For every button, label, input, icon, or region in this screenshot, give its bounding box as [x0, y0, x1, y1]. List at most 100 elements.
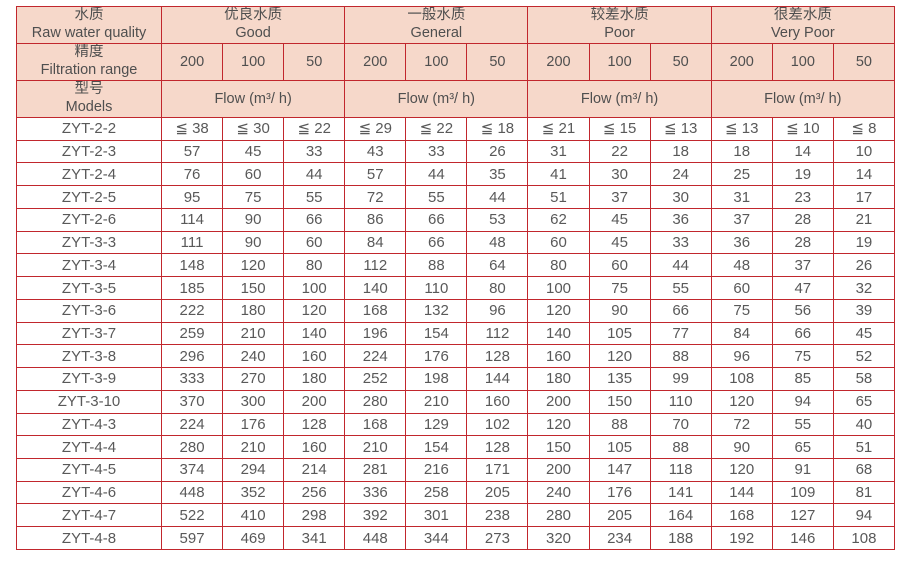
- table-row: ZYT-4-7 522 410 298 392 301 238 280 205 164 168 127…: [16, 503, 896, 528]
- flow-value-cell: 23: [771, 185, 834, 209]
- filtration-value-cell: 100: [771, 43, 834, 81]
- flow-value-cell: 216: [405, 458, 468, 482]
- flow-value-cell: 120: [283, 298, 346, 323]
- table-row: ZYT-3-6 222 180 120 168 132 96 120 90 66 75 56 39: [16, 298, 896, 323]
- flow-header-cell: Flow (m³/ h): [527, 80, 712, 118]
- flow-value-cell: 210: [344, 435, 407, 460]
- flow-value-cell: 45: [588, 207, 651, 232]
- models-zh: 型号: [74, 81, 104, 98]
- flow-value-cell: 25: [710, 162, 773, 187]
- filtration-range-en: Filtration range: [40, 62, 138, 78]
- raw-water-quality-zh: 水质: [74, 7, 104, 24]
- flow-header-cell: Flow (m³/ h): [160, 80, 346, 118]
- model-cell: ZYT-3-6: [16, 298, 162, 323]
- flow-value-cell: ≦ 22: [283, 117, 346, 141]
- flow-value-cell: 370: [160, 389, 224, 414]
- flow-value-cell: 256: [283, 480, 346, 505]
- flow-value-cell: 18: [649, 139, 712, 164]
- flow-value-cell: 410: [222, 503, 285, 528]
- flow-value-cell: 72: [710, 412, 773, 437]
- flow-value-cell: 168: [344, 298, 407, 323]
- flow-value-cell: 240: [222, 344, 285, 369]
- group-good-en: Good: [235, 25, 271, 41]
- flow-value-cell: 28: [771, 207, 834, 232]
- flow-value-cell: 105: [588, 321, 651, 346]
- flow-value-cell: 111: [160, 230, 224, 255]
- header-row-quality: 水质 Raw water quality 优良水质 Good 一般水质 Gene…: [16, 6, 896, 44]
- flow-value-cell: 19: [771, 162, 834, 187]
- flow-value-cell: 75: [710, 298, 773, 323]
- group-good-zh: 优良水质: [224, 7, 283, 24]
- flow-value-cell: 66: [405, 207, 468, 232]
- header-group-poor: 较差水质 Poor: [527, 6, 712, 44]
- flow-value-cell: 281: [344, 458, 407, 482]
- flow-value-cell: 171: [466, 458, 529, 482]
- flow-value-cell: 168: [710, 503, 773, 528]
- flow-value-cell: 94: [771, 389, 834, 414]
- flow-value-cell: 296: [160, 344, 224, 369]
- model-cell: ZYT-2-3: [16, 139, 162, 164]
- flow-value-cell: 128: [466, 344, 529, 369]
- header-filtration-range: 精度 Filtration range: [16, 43, 162, 81]
- flow-value-cell: 26: [466, 139, 529, 164]
- flow-value-cell: 210: [405, 389, 468, 414]
- flow-value-cell: 66: [771, 321, 834, 346]
- flow-value-cell: 36: [649, 207, 712, 232]
- model-cell: ZYT-4-8: [16, 526, 162, 550]
- table-row: ZYT-2-4 76 60 44 57 44 35 41 30 24 25 19 14: [16, 162, 896, 187]
- flow-value-cell: 320: [527, 526, 590, 550]
- group-very-poor-en: Very Poor: [771, 25, 835, 41]
- flow-value-cell: 90: [222, 207, 285, 232]
- flow-value-cell: 150: [527, 435, 590, 460]
- flow-value-cell: 128: [466, 435, 529, 460]
- flow-value-cell: 19: [832, 230, 896, 255]
- header-group-good: 优良水质 Good: [160, 6, 346, 44]
- flow-value-cell: 81: [832, 480, 896, 505]
- flow-value-cell: 214: [283, 458, 346, 482]
- model-cell: ZYT-4-6: [16, 480, 162, 505]
- flow-value-cell: 55: [405, 185, 468, 209]
- flow-value-cell: 127: [771, 503, 834, 528]
- flow-value-cell: 258: [405, 480, 468, 505]
- flow-value-cell: 224: [160, 412, 224, 437]
- flow-value-cell: 88: [405, 253, 468, 278]
- group-poor-en: Poor: [604, 25, 635, 41]
- flow-value-cell: 176: [405, 344, 468, 369]
- flow-value-cell: 75: [771, 344, 834, 369]
- flow-value-cell: 30: [588, 162, 651, 187]
- flow-value-cell: 55: [771, 412, 834, 437]
- table-row: ZYT-2-6 114 90 66 86 66 53 62 45 36 37 28 21: [16, 207, 896, 232]
- flow-value-cell: 301: [405, 503, 468, 528]
- filtration-value-cell: 100: [222, 43, 285, 81]
- flow-value-cell: 120: [710, 389, 773, 414]
- table-row: ZYT-4-8 597 469 341 448 344 273 320 234 188 192 146…: [16, 526, 896, 550]
- flow-value-cell: 52: [832, 344, 896, 369]
- header-raw-water-quality: 水质 Raw water quality: [16, 6, 162, 44]
- flow-value-cell: 17: [832, 185, 896, 209]
- flow-value-cell: 57: [160, 139, 224, 164]
- flow-value-cell: 118: [649, 458, 712, 482]
- flow-value-cell: 129: [405, 412, 468, 437]
- flow-value-cell: 37: [588, 185, 651, 209]
- flow-value-cell: 10: [832, 139, 896, 164]
- model-cell: ZYT-3-4: [16, 253, 162, 278]
- flow-header-cell: Flow (m³/ h): [710, 80, 896, 118]
- filtration-value-cell: 200: [527, 43, 590, 81]
- flow-value-cell: 280: [527, 503, 590, 528]
- flow-value-cell: 147: [588, 458, 651, 482]
- flow-value-cell: 205: [466, 480, 529, 505]
- flow-value-cell: 90: [222, 230, 285, 255]
- header-row-models: 型号 Models Flow (m³/ h) Flow (m³/ h) Flow…: [16, 80, 896, 118]
- flow-value-cell: 45: [588, 230, 651, 255]
- flow-value-cell: 88: [588, 412, 651, 437]
- flow-value-cell: 112: [466, 321, 529, 346]
- flow-value-cell: ≦ 10: [771, 117, 834, 141]
- flow-value-cell: 37: [771, 253, 834, 278]
- flow-value-cell: 192: [710, 526, 773, 550]
- flow-value-cell: 205: [588, 503, 651, 528]
- flow-value-cell: 132: [405, 298, 468, 323]
- flow-value-cell: 66: [649, 298, 712, 323]
- flow-value-cell: 85: [771, 367, 834, 391]
- flow-value-cell: 24: [649, 162, 712, 187]
- flow-value-cell: 60: [527, 230, 590, 255]
